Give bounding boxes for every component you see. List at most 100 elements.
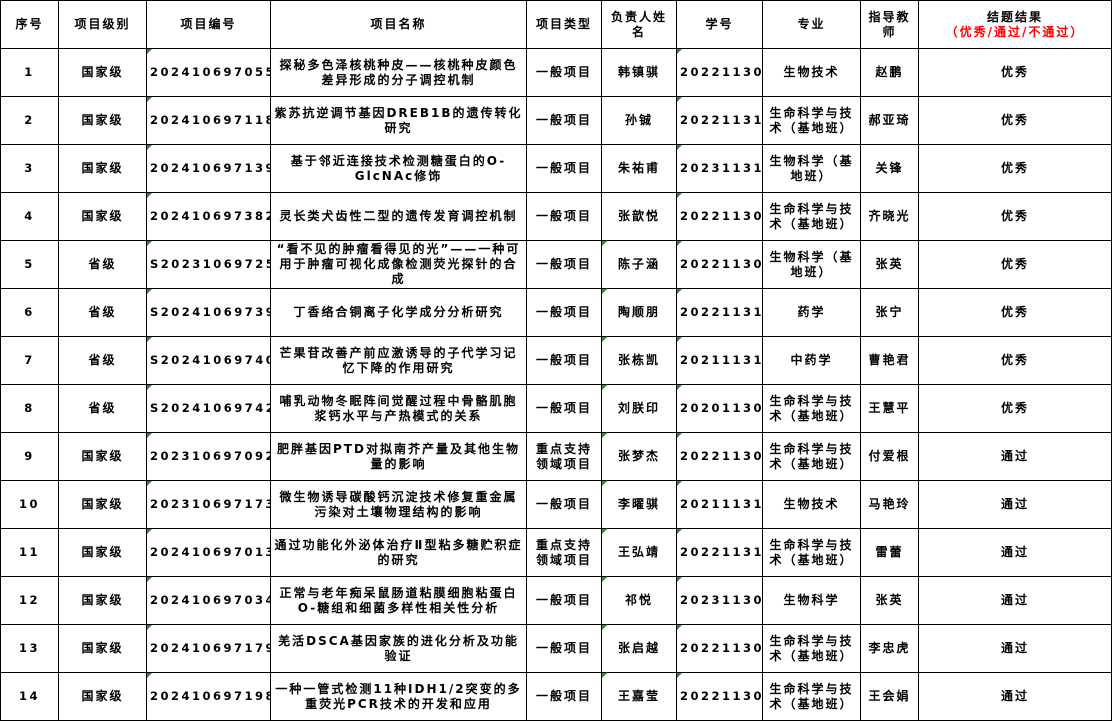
cell-name[interactable]: 正常与老年痴呆鼠肠道粘膜细胞粘蛋白O-糖组和细菌多样性相关性分析 <box>270 576 527 625</box>
cell-level[interactable]: 国家级 <box>58 672 147 721</box>
cell-code[interactable]: S202410697408 <box>146 336 271 385</box>
cell-code[interactable]: 202410697179 <box>146 624 271 673</box>
cell-student-id[interactable]: 2022113128 <box>676 96 763 145</box>
cell-level[interactable]: 国家级 <box>58 192 147 241</box>
cell-index[interactable]: 10 <box>0 480 59 529</box>
cell-index[interactable]: 14 <box>0 672 59 721</box>
cell-type[interactable]: 重点支持领域项目 <box>526 528 602 577</box>
cell-result[interactable]: 通过 <box>918 528 1112 577</box>
cell-type[interactable]: 重点支持领域项目 <box>526 432 602 481</box>
cell-name[interactable]: 通过功能化外泌体治疗Ⅱ型粘多糖贮积症的研究 <box>270 528 527 577</box>
cell-index[interactable]: 12 <box>0 576 59 625</box>
cell-level[interactable]: 国家级 <box>58 624 147 673</box>
cell-index[interactable]: 11 <box>0 528 59 577</box>
cell-result[interactable]: 通过 <box>918 624 1112 673</box>
cell-level[interactable]: 省级 <box>58 240 147 289</box>
cell-advisor[interactable]: 齐晓光 <box>860 192 919 241</box>
cell-leader[interactable]: 孙铖 <box>601 96 677 145</box>
cell-code[interactable]: S202410697421 <box>146 384 271 433</box>
cell-result[interactable]: 通过 <box>918 672 1112 721</box>
cell-major[interactable]: 中药学 <box>762 336 861 385</box>
cell-advisor[interactable]: 关锋 <box>860 144 919 193</box>
cell-index[interactable]: 6 <box>0 288 59 337</box>
cell-name[interactable]: 芒果苷改善产前应激诱导的子代学习记忆下降的作用研究 <box>270 336 527 385</box>
cell-index[interactable]: 13 <box>0 624 59 673</box>
cell-result[interactable]: 优秀 <box>918 288 1112 337</box>
cell-result[interactable]: 优秀 <box>918 336 1112 385</box>
cell-type[interactable]: 一般项目 <box>526 48 602 97</box>
cell-student-id[interactable]: 2021113166 <box>676 336 763 385</box>
cell-type[interactable]: 一般项目 <box>526 384 602 433</box>
cell-major[interactable]: 生命科学与技术（基地班） <box>762 432 861 481</box>
cell-code[interactable]: 202410697382 <box>146 192 271 241</box>
cell-code[interactable]: 202410697013 <box>146 528 271 577</box>
cell-leader[interactable]: 张栋凯 <box>601 336 677 385</box>
cell-advisor[interactable]: 张英 <box>860 576 919 625</box>
cell-result[interactable]: 通过 <box>918 432 1112 481</box>
cell-advisor[interactable]: 王会娟 <box>860 672 919 721</box>
cell-type[interactable]: 一般项目 <box>526 240 602 289</box>
cell-leader[interactable]: 张歆悦 <box>601 192 677 241</box>
cell-result[interactable]: 优秀 <box>918 240 1112 289</box>
cell-code[interactable]: 202410697034 <box>146 576 271 625</box>
cell-level[interactable]: 国家级 <box>58 48 147 97</box>
cell-name[interactable]: 微生物诱导碳酸钙沉淀技术修复重金属污染对土壤物理结构的影响 <box>270 480 527 529</box>
cell-result[interactable]: 优秀 <box>918 144 1112 193</box>
cell-student-id[interactable]: 2023113063 <box>676 576 763 625</box>
cell-student-id[interactable]: 2022113012 <box>676 192 763 241</box>
cell-index[interactable]: 1 <box>0 48 59 97</box>
cell-code[interactable]: S202310697250X <box>146 240 271 289</box>
cell-advisor[interactable]: 王慧平 <box>860 384 919 433</box>
cell-name[interactable]: 羌活DSCA基因家族的进化分析及功能验证 <box>270 624 527 673</box>
cell-major[interactable]: 生物科学 <box>762 576 861 625</box>
cell-advisor[interactable]: 张英 <box>860 240 919 289</box>
cell-advisor[interactable]: 雷蕾 <box>860 528 919 577</box>
cell-type[interactable]: 一般项目 <box>526 192 602 241</box>
cell-student-id[interactable]: 2023113109 <box>676 144 763 193</box>
cell-major[interactable]: 生命科学与技术（基地班） <box>762 672 861 721</box>
cell-index[interactable]: 5 <box>0 240 59 289</box>
cell-advisor[interactable]: 李忠虎 <box>860 624 919 673</box>
cell-result[interactable]: 优秀 <box>918 384 1112 433</box>
cell-code[interactable]: 202410697055 <box>146 48 271 97</box>
cell-advisor[interactable]: 张宁 <box>860 288 919 337</box>
cell-type[interactable]: 一般项目 <box>526 288 602 337</box>
cell-name[interactable]: 丁香络合铜离子化学成分分析研究 <box>270 288 527 337</box>
cell-type[interactable]: 一般项目 <box>526 96 602 145</box>
cell-level[interactable]: 国家级 <box>58 144 147 193</box>
cell-code[interactable]: 202310697173 <box>146 480 271 529</box>
cell-major[interactable]: 生物科学（基地班） <box>762 144 861 193</box>
cell-student-id[interactable]: 2022113158 <box>676 288 763 337</box>
cell-level[interactable]: 国家级 <box>58 96 147 145</box>
cell-advisor[interactable]: 马艳玲 <box>860 480 919 529</box>
cell-leader[interactable]: 朱祐甫 <box>601 144 677 193</box>
cell-student-id[interactable]: 2022113094 <box>676 48 763 97</box>
cell-major[interactable]: 生物科学（基地班） <box>762 240 861 289</box>
cell-index[interactable]: 7 <box>0 336 59 385</box>
cell-result[interactable]: 通过 <box>918 576 1112 625</box>
cell-level[interactable]: 省级 <box>58 336 147 385</box>
cell-code[interactable]: 202410697198 <box>146 672 271 721</box>
cell-name[interactable]: 一种一管式检测11种IDH1/2突变的多重荧光PCR技术的开发和应用 <box>270 672 527 721</box>
cell-result[interactable]: 优秀 <box>918 96 1112 145</box>
cell-name[interactable]: 基于邻近连接技术检测糖蛋白的O-GlcNAc修饰 <box>270 144 527 193</box>
cell-student-id[interactable]: 2022113027 <box>676 624 763 673</box>
cell-name[interactable]: 探秘多色泽核桃种皮——核桃种皮颜色差异形成的分子调控机制 <box>270 48 527 97</box>
cell-leader[interactable]: 刘朕印 <box>601 384 677 433</box>
cell-advisor[interactable]: 赵鹏 <box>860 48 919 97</box>
cell-student-id[interactable]: 2022113048 <box>676 240 763 289</box>
cell-index[interactable]: 4 <box>0 192 59 241</box>
cell-type[interactable]: 一般项目 <box>526 144 602 193</box>
cell-level[interactable]: 省级 <box>58 384 147 433</box>
cell-type[interactable]: 一般项目 <box>526 672 602 721</box>
cell-leader[interactable]: 李曜骐 <box>601 480 677 529</box>
cell-major[interactable]: 生命科学与技术（基地班） <box>762 624 861 673</box>
cell-student-id[interactable]: 2022113007 <box>676 672 763 721</box>
cell-leader[interactable]: 韩镇骐 <box>601 48 677 97</box>
cell-major[interactable]: 生命科学与技术（基地班） <box>762 384 861 433</box>
cell-index[interactable]: 2 <box>0 96 59 145</box>
cell-code[interactable]: 202410697139 <box>146 144 271 193</box>
cell-advisor[interactable]: 付爱根 <box>860 432 919 481</box>
cell-level[interactable]: 国家级 <box>58 528 147 577</box>
cell-leader[interactable]: 陶顺朋 <box>601 288 677 337</box>
